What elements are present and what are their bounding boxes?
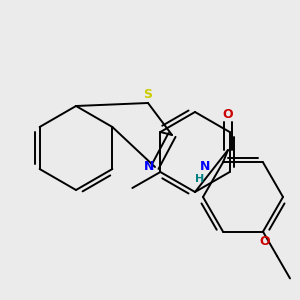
Text: N: N [144, 160, 154, 173]
Text: O: O [260, 235, 270, 248]
Text: H: H [195, 174, 204, 184]
Text: N: N [200, 160, 211, 172]
Text: O: O [223, 107, 233, 121]
Text: S: S [143, 88, 152, 101]
